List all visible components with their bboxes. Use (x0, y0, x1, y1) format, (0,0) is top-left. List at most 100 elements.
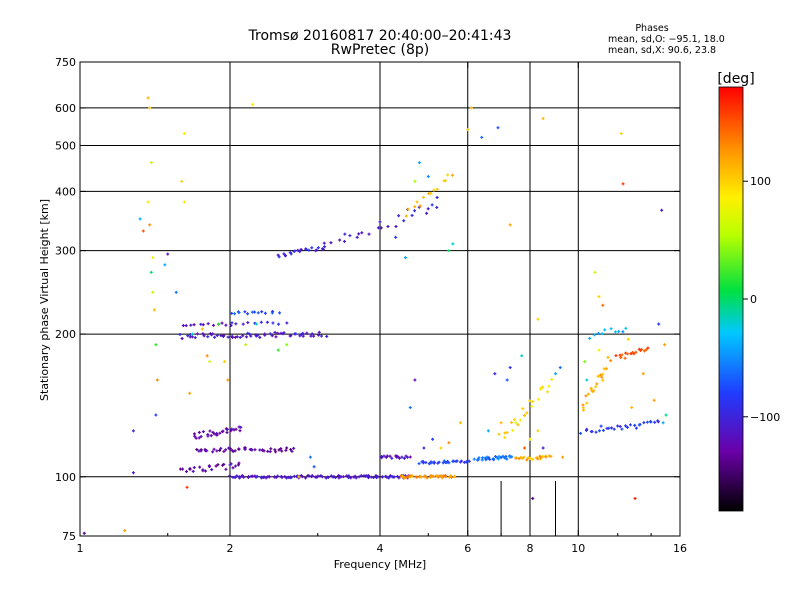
data-point (429, 460, 433, 464)
data-point (623, 356, 627, 360)
data-point (387, 476, 391, 480)
data-point (413, 179, 417, 183)
data-point (444, 474, 448, 478)
data-point (606, 355, 610, 359)
data-point (633, 423, 637, 427)
data-point (394, 224, 398, 228)
data-point (235, 474, 239, 478)
data-point (225, 430, 229, 434)
data-point (541, 385, 545, 389)
data-point (297, 475, 301, 479)
data-point (222, 333, 226, 337)
colorbar-ticks: 100 0 −100 (743, 175, 780, 424)
data-point (628, 423, 632, 427)
data-point (230, 335, 234, 339)
data-point (512, 418, 516, 422)
x-tick-label: 4 (377, 542, 384, 555)
data-point (406, 207, 410, 211)
data-point (499, 456, 503, 460)
data-point (212, 447, 216, 451)
data-point (190, 332, 194, 336)
data-point (414, 475, 418, 479)
data-point (197, 436, 201, 440)
data-point (186, 334, 190, 338)
data-point (301, 475, 305, 479)
data-point (426, 207, 430, 211)
data-point (301, 334, 305, 338)
data-point (458, 460, 462, 464)
data-point (593, 270, 597, 274)
data-point (201, 469, 205, 473)
data-point (234, 322, 238, 326)
data-point (262, 475, 266, 479)
data-point (422, 446, 426, 450)
data-point (148, 223, 152, 227)
data-point (617, 329, 621, 333)
data-point (243, 447, 247, 451)
data-point (274, 450, 278, 454)
x-tick-label: 6 (464, 542, 471, 555)
data-point (178, 333, 182, 337)
data-point (199, 435, 203, 439)
data-point (400, 455, 404, 459)
data-point (422, 195, 426, 199)
data-point (206, 322, 210, 326)
data-point (614, 354, 618, 358)
data-point (319, 474, 323, 478)
data-point (367, 232, 371, 236)
data-point (355, 235, 359, 239)
data-point (224, 323, 228, 327)
y-tick-label: 200 (55, 328, 76, 341)
data-point (410, 474, 414, 478)
data-point (250, 448, 254, 452)
data-point (189, 323, 193, 327)
data-point (413, 209, 417, 213)
data-point (213, 335, 217, 339)
data-point (199, 448, 203, 452)
data-point (308, 455, 312, 459)
data-point (596, 374, 600, 378)
data-point (289, 448, 293, 452)
data-point (277, 255, 281, 259)
data-point (403, 256, 407, 260)
data-point (443, 179, 447, 183)
data-point (244, 335, 248, 339)
data-point (337, 474, 341, 478)
data-point (435, 205, 439, 209)
data-point (539, 455, 543, 459)
data-point (653, 420, 657, 424)
data-point (181, 324, 185, 328)
data-point (233, 475, 237, 479)
data-point (599, 373, 603, 377)
data-point (380, 456, 384, 460)
data-point (185, 485, 189, 489)
data-point (205, 449, 209, 453)
data-point (238, 335, 242, 339)
data-point (149, 270, 153, 274)
data-point (439, 446, 443, 450)
data-point (579, 431, 583, 435)
data-point (226, 335, 230, 339)
data-point (408, 406, 412, 410)
data-point (496, 126, 500, 130)
data-point (276, 253, 280, 257)
data-point (376, 475, 380, 479)
data-point (325, 334, 329, 338)
data-point (594, 430, 598, 434)
data-point (597, 348, 601, 352)
data-point (511, 428, 515, 432)
data-point (222, 450, 226, 454)
data-point (441, 461, 445, 465)
data-point (417, 161, 421, 165)
data-point (432, 188, 436, 192)
data-point (497, 454, 501, 458)
data-point (230, 321, 234, 325)
data-point (230, 427, 234, 431)
data-point (508, 366, 512, 370)
data-point (310, 332, 314, 336)
data-point (588, 336, 592, 340)
data-point (594, 385, 598, 389)
data-point (256, 311, 260, 315)
data-point (546, 390, 550, 394)
